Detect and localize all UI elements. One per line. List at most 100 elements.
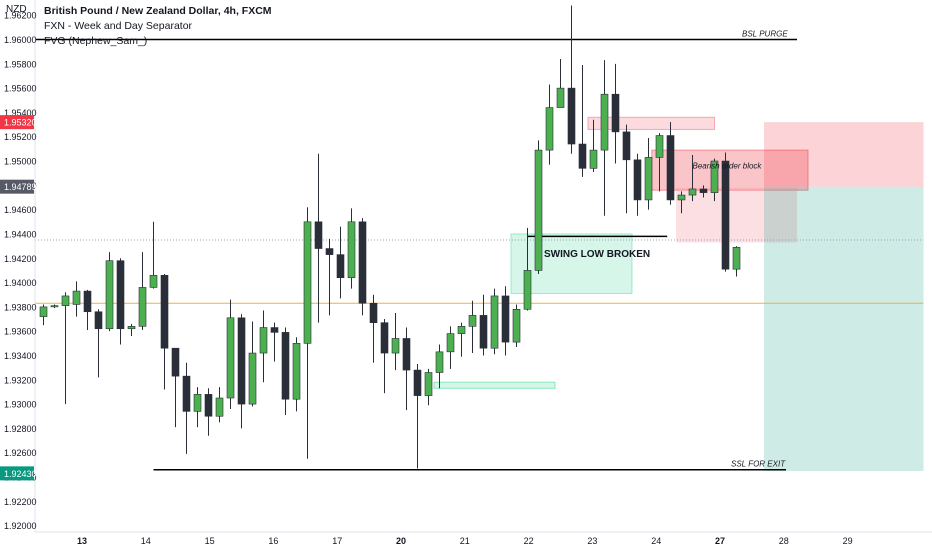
candle-body [567,87,576,145]
candle-body [237,317,246,405]
candle-body [270,327,279,333]
price-label-text: 1.94789 [4,182,37,192]
candle-body [413,369,422,396]
y-tick-label: 1.95000 [4,157,37,167]
candle-body [424,372,433,396]
candle-body [611,93,620,133]
y-tick-label: 1.93200 [4,375,37,385]
x-tick-label: 29 [843,536,853,546]
candle-body [468,315,477,327]
candle-body [336,254,345,279]
annotation-swing-low-broken: SWING LOW BROKEN [544,249,650,260]
chart-title: British Pound / New Zealand Dollar, 4h, … [44,5,272,17]
bearish-fvg-top [587,116,715,130]
candle-body [633,159,642,201]
candle-body [490,295,499,349]
candle-body [644,157,653,201]
candle-body [138,287,147,327]
annotation-ssl-for-exit: SSL FOR EXIT [731,460,786,469]
y-tick-label: 1.94600 [4,205,37,215]
y-tick-label: 1.94000 [4,278,37,288]
y-axis-panel [0,0,35,550]
candle-body [457,326,466,334]
y-tick-label: 1.92800 [4,424,37,434]
candle-body [380,322,389,354]
candle-body [710,160,719,193]
candle-body [556,87,565,108]
x-tick-label: 27 [715,536,725,546]
candle-body [677,194,686,201]
candle-body [94,311,103,330]
candle-body [622,131,631,161]
candle-body [83,290,92,313]
candle-body [402,338,411,371]
currency-label: NZD [6,4,27,15]
candle-body [666,135,675,201]
target-zone [764,186,924,471]
candle-body [688,188,697,196]
candle-body [347,221,356,279]
candle-body [182,375,191,412]
y-tick-label: 1.95800 [4,59,37,69]
y-tick-label: 1.95600 [4,84,37,94]
y-tick-label: 1.92600 [4,448,37,458]
candle-body [116,260,125,330]
indicator-label-separator: FXN - Week and Day Separator [44,20,193,32]
x-tick-label: 24 [651,536,661,546]
price-label-box [0,115,34,130]
x-tick-label: 21 [460,536,470,546]
x-tick-label: 22 [524,536,534,546]
candle-body [589,149,598,169]
bearish-ob-lower [676,187,797,243]
price-label-text: 1.95320 [4,118,37,128]
candle-body [39,306,48,317]
candle-body [721,160,730,270]
candle-body [699,188,708,193]
candle-body [369,302,378,323]
y-tick-label: 1.93000 [4,400,37,410]
candle-body [193,394,202,412]
price-label-text: 1.92430 [4,469,37,479]
x-tick-label: 13 [77,536,87,546]
candle-body [446,333,455,353]
candle-body [61,295,70,306]
candle-body [435,351,444,373]
candle-body [578,143,587,169]
candle-body [292,343,301,400]
candle-body [325,248,334,255]
candle-body [160,274,169,349]
candle-body [358,221,367,304]
candle-body [281,332,290,400]
x-tick-label: 14 [141,536,151,546]
fvg-zone-2 [433,381,556,389]
y-tick-label: 1.93800 [4,302,37,312]
candle-body [314,221,323,249]
annotation-bsl-purge: BSL PURGE [742,30,788,39]
candle-body [501,295,510,343]
x-tick-label: 16 [268,536,278,546]
y-tick-label: 1.92000 [4,521,37,531]
candle-body [127,326,136,330]
y-tick-label: 1.95200 [4,132,37,142]
price-label-box [0,179,34,194]
candle-body [732,247,741,270]
y-tick-label: 1.94400 [4,229,37,239]
candle-body [600,93,609,151]
x-tick-label: 28 [779,536,789,546]
candle-body [50,305,59,308]
y-tick-label: 1.96000 [4,35,37,45]
candle-body [545,107,554,151]
x-tick-label: 23 [587,536,597,546]
stop-zone [764,122,924,187]
candle-body [72,290,81,305]
candle-body [215,397,224,417]
candle-body [204,394,213,417]
candle-body [171,347,180,377]
candle-body [226,317,235,399]
candle-body [523,270,532,310]
x-tick-label: 20 [396,536,406,546]
x-tick-label: 15 [205,536,215,546]
candle-body [248,352,257,405]
